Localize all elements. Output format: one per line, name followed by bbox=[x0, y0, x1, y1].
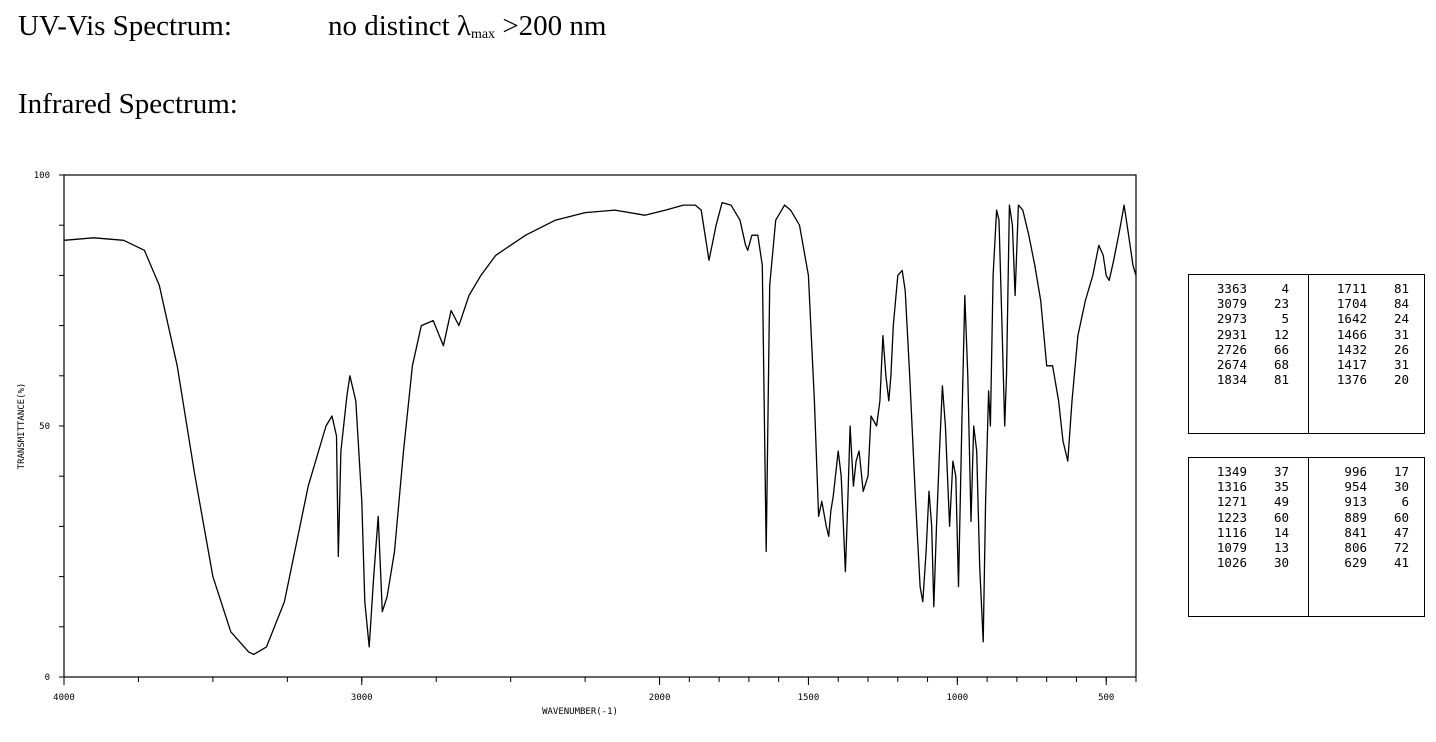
x-tick-label: 4000 bbox=[53, 693, 75, 703]
x-tick-label: 1000 bbox=[946, 693, 968, 703]
peak-table-2-right-column: 996 17 954 30 913 6 889 60 841 47 806 72 629 41 bbox=[1308, 458, 1426, 616]
peak-row: 3363 4 bbox=[1216, 281, 1289, 296]
peak-row: 2973 5 bbox=[1216, 311, 1289, 327]
peak-row: 913 6 bbox=[1344, 494, 1409, 510]
y-tick-label: 100 bbox=[34, 171, 50, 181]
peak-row: 806 72 bbox=[1344, 539, 1409, 555]
peak-row: 1834 81 bbox=[1216, 372, 1289, 388]
x-tick-label: 2000 bbox=[649, 693, 671, 703]
y-tick-label: 50 bbox=[39, 422, 50, 432]
peak-row: 996 17 bbox=[1344, 464, 1409, 479]
peak-row: 1026 30 bbox=[1216, 555, 1289, 571]
peak-row: 1316 35 bbox=[1216, 479, 1289, 495]
peak-row: 629 41 bbox=[1344, 555, 1409, 571]
uv-value-suffix: >200 nm bbox=[495, 10, 607, 42]
ir-label: Infrared Spectrum: bbox=[18, 88, 238, 120]
y-axis-ticks: 0 50 100 bbox=[34, 171, 64, 683]
peak-row: 2674 68 bbox=[1216, 356, 1289, 372]
peak-row: 841 47 bbox=[1344, 524, 1409, 540]
uv-vis-label: UV-Vis Spectrum: bbox=[18, 10, 232, 42]
peak-row: 1223 60 bbox=[1216, 509, 1289, 525]
peak-row: 1466 31 bbox=[1336, 326, 1409, 342]
uv-value-subscript: max bbox=[470, 27, 496, 42]
peak-row: 1704 84 bbox=[1336, 296, 1409, 312]
x-tick-label: 500 bbox=[1098, 693, 1114, 703]
peak-table-2: 1349 37 1316 35 1271 49 1223 60 1116 14 1079 1… bbox=[1188, 457, 1425, 617]
uv-value-prefix: no distinct λ bbox=[328, 10, 471, 42]
spectrum-line bbox=[63, 201, 1137, 656]
peak-table-1: 3363 4 3079 23 2973 5 2931 12 2726 66 2674 68 … bbox=[1188, 274, 1425, 434]
peak-row: 2931 12 bbox=[1216, 326, 1289, 342]
peak-table-2-left-column: 1349 37 1316 35 1271 49 1223 60 1116 14 1079 1… bbox=[1189, 464, 1307, 570]
peak-row: 1376 20 bbox=[1336, 372, 1409, 388]
peak-row: 1432 26 bbox=[1336, 341, 1409, 357]
peak-row: 954 30 bbox=[1344, 479, 1409, 495]
peak-row: 889 60 bbox=[1344, 509, 1409, 525]
x-tick-label: 3000 bbox=[351, 693, 373, 703]
uv-vis-value: no distinct λmax >200 nm bbox=[328, 10, 606, 43]
peak-row: 3079 23 bbox=[1216, 296, 1289, 312]
y-tick-label: 0 bbox=[45, 673, 50, 683]
peak-table-1-left-column: 3363 4 3079 23 2973 5 2931 12 2726 66 2674 68 … bbox=[1189, 281, 1307, 387]
peak-row: 1271 49 bbox=[1216, 494, 1289, 510]
peak-table-1-right-column: 1711 81 1704 84 1642 24 1466 31 1432 26 1417 3… bbox=[1308, 275, 1426, 433]
peak-row: 1349 37 bbox=[1216, 464, 1289, 479]
peak-row: 1711 81 bbox=[1336, 281, 1409, 296]
x-axis-ticks: 4000 3000 2000 1500 1000 500 bbox=[53, 677, 1137, 703]
peak-row: 2726 66 bbox=[1216, 341, 1289, 357]
ir-spectrum-chart: 4000 3000 2000 1500 1000 500 0 50 100 TRANSMITT… bbox=[17, 171, 1137, 717]
peak-row: 1417 31 bbox=[1336, 356, 1409, 372]
uv-vis-line: UV-Vis Spectrum: no distinct λmax >200 n… bbox=[18, 10, 606, 43]
y-axis-label: TRANSMITTANCE(%) bbox=[17, 383, 27, 470]
plot-frame bbox=[63, 174, 1137, 678]
x-tick-label: 1500 bbox=[798, 693, 820, 703]
peak-row: 1079 13 bbox=[1216, 539, 1289, 555]
peak-row: 1116 14 bbox=[1216, 524, 1289, 540]
peak-row: 1642 24 bbox=[1336, 311, 1409, 327]
x-axis-label: WAVENUMBER(-1) bbox=[542, 707, 618, 717]
